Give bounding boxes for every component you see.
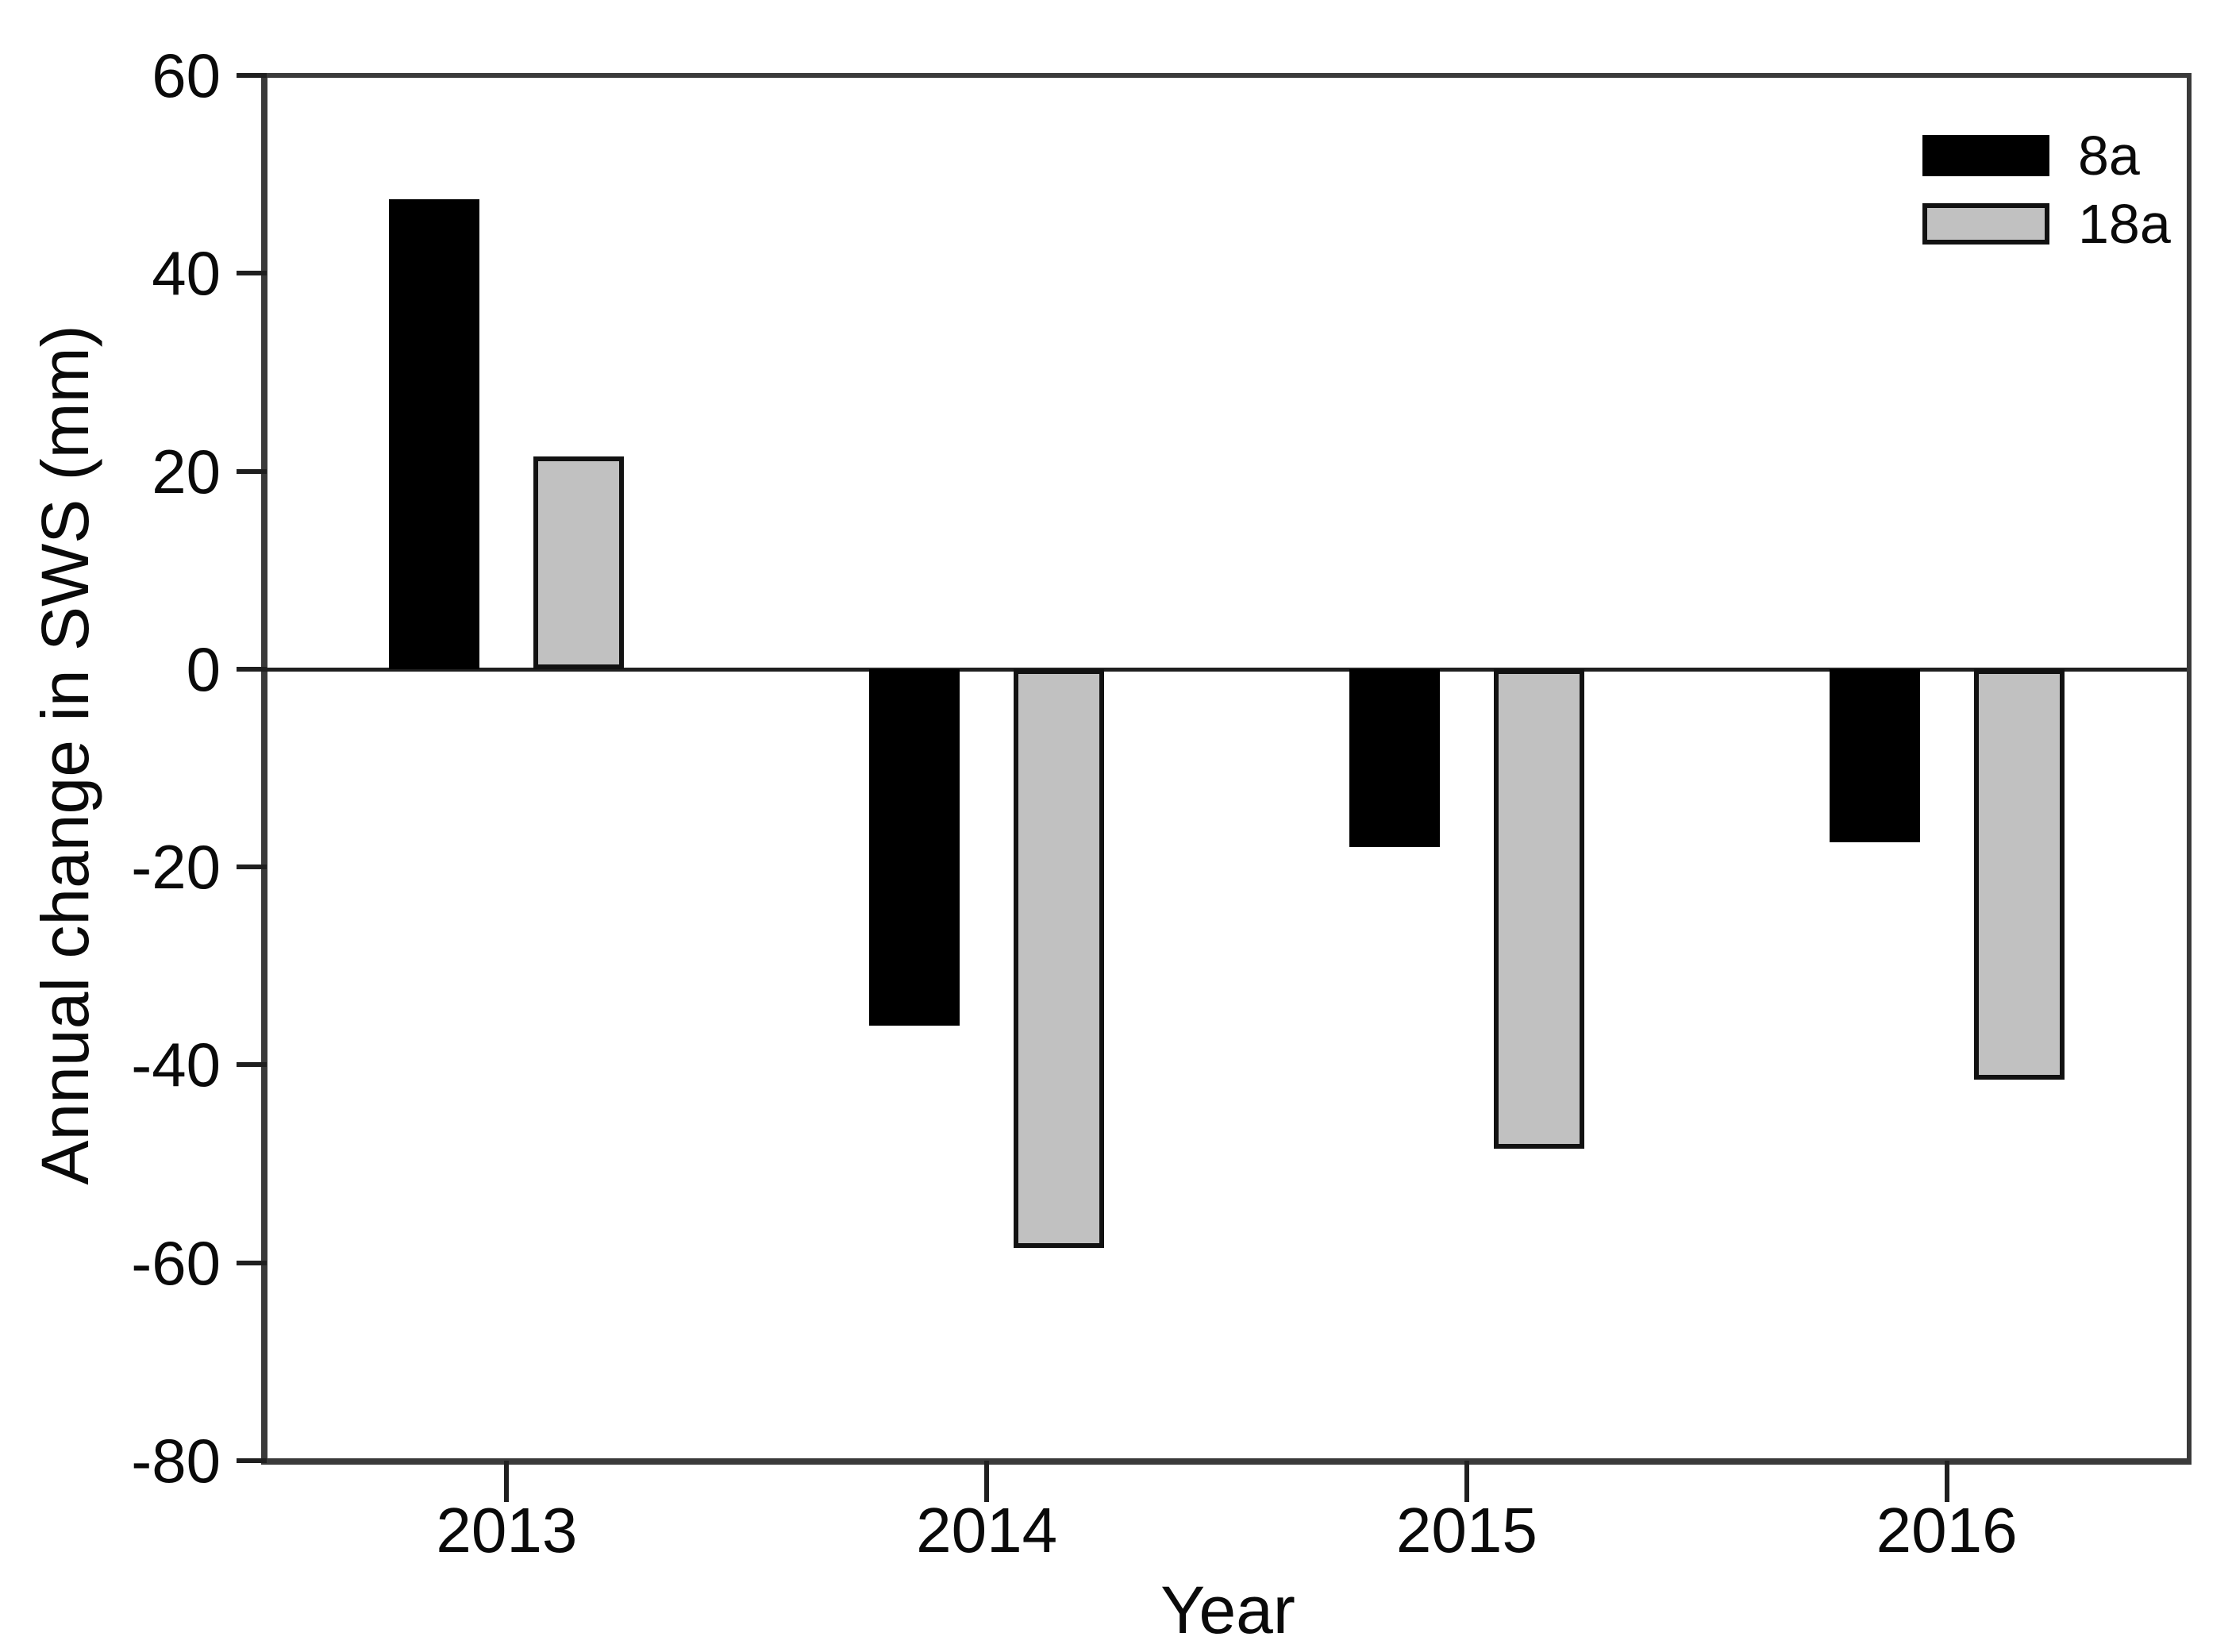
bar-18a-2013 [533,456,625,669]
bar-8a-2013 [389,198,480,669]
x-tick-label: 2015 [1395,1495,1537,1565]
x-axis-tick [504,1461,510,1502]
y-axis-tick [237,1260,267,1265]
y-axis-tick [237,1458,267,1463]
y-tick-label: -20 [131,832,221,903]
bar-8a-2015 [1349,668,1440,848]
y-axis-tick [237,1062,267,1068]
y-tick-label: 0 [186,633,221,704]
bar-8a-2016 [1829,668,1920,842]
y-tick-label: 40 [152,238,221,309]
y-axis-tick [237,865,267,870]
y-axis-tick [237,666,267,672]
x-axis-title: Year [1160,1573,1295,1647]
y-axis-tick [237,73,267,78]
x-tick-label: 2014 [916,1495,1058,1565]
y-axis-title: Annual change in SWS (mm) [28,325,102,1185]
bar-8a-2014 [869,668,960,1026]
x-axis-tick [1944,1461,1949,1502]
bar-18a-2015 [1493,668,1584,1149]
legend-swatch-gray [1922,203,2049,245]
bar-18a-2016 [1973,668,2065,1080]
plot-frame [261,73,2192,1465]
legend-label: 8a [2078,125,2140,187]
legend-swatch-black [1922,135,2049,176]
y-axis-tick [237,271,267,276]
y-tick-label: -80 [131,1426,221,1496]
x-axis-tick [1464,1461,1469,1502]
y-tick-label: -60 [131,1227,221,1298]
y-tick-label: 60 [152,40,221,110]
y-tick-label: -40 [131,1030,221,1100]
x-axis-tick [984,1461,990,1502]
bar-18a-2014 [1014,668,1105,1248]
y-axis-tick [237,468,267,474]
zero-baseline [267,667,2187,672]
x-tick-label: 2013 [436,1495,578,1565]
x-tick-label: 2016 [1876,1495,2018,1565]
legend-label: 18a [2078,193,2171,255]
y-tick-label: 20 [152,436,221,506]
